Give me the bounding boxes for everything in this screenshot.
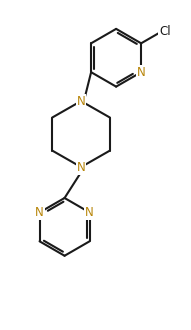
Text: N: N — [85, 206, 94, 219]
Text: N: N — [35, 206, 44, 219]
Text: N: N — [77, 161, 85, 174]
Text: N: N — [137, 66, 146, 79]
Text: Cl: Cl — [159, 25, 171, 39]
Text: N: N — [77, 95, 85, 108]
